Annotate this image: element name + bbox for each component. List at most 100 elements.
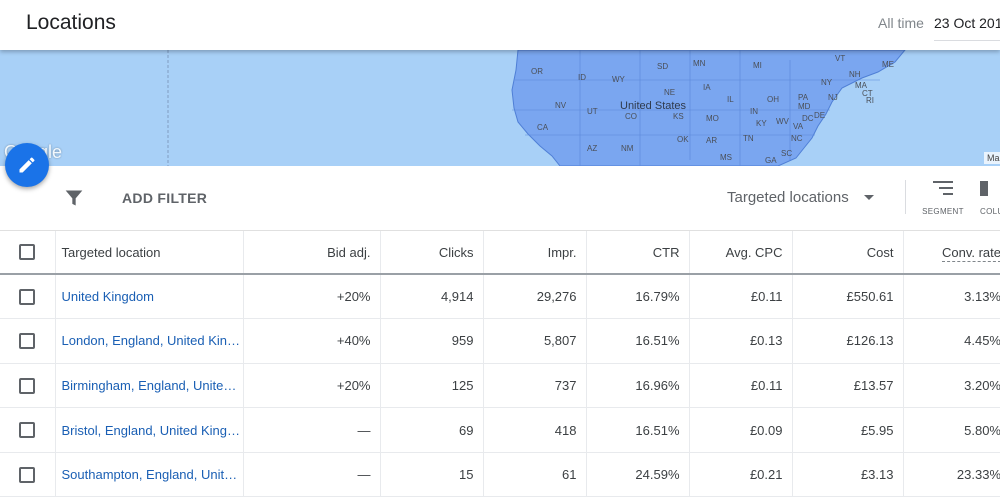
columns-label: COLUMNS xyxy=(980,207,1000,216)
map-state-label: OK xyxy=(677,135,689,144)
map-state-label: SC xyxy=(781,149,792,158)
conv-rate-cell: 3.13% xyxy=(902,274,1000,320)
row-checkbox[interactable] xyxy=(19,333,36,350)
cost-cell: £3.13 xyxy=(791,452,903,498)
impr-cell: 5,807 xyxy=(482,318,586,364)
locations-map[interactable]: OR ID WY SD MI VT MN ME NE IA IL OH PA N… xyxy=(0,50,1000,166)
location-link[interactable]: Bristol, England, United Kingdom xyxy=(54,407,243,453)
bid-adj-cell[interactable]: — xyxy=(242,407,380,453)
row-checkbox[interactable] xyxy=(19,288,36,305)
ctr-cell: 16.79% xyxy=(585,274,689,320)
map-state-label: MD xyxy=(798,102,811,111)
cost-cell: £5.95 xyxy=(791,407,903,453)
avg-cpc-cell: £0.11 xyxy=(688,363,792,409)
map-state-label: SD xyxy=(657,62,668,71)
row-checkbox[interactable] xyxy=(19,422,36,439)
map-state-label: GA xyxy=(765,156,777,165)
map-state-label: WV xyxy=(776,117,790,126)
map-state-label: DE xyxy=(814,111,825,120)
column-header-ctr[interactable]: CTR xyxy=(585,231,689,275)
map-state-label: RI xyxy=(866,96,874,105)
ctr-cell: 16.51% xyxy=(585,318,689,364)
select-all-checkbox[interactable] xyxy=(19,244,36,261)
map-state-label: OR xyxy=(531,67,543,76)
ctr-cell: 16.51% xyxy=(585,407,689,453)
table-row: Southampton, England, United Kingdom — 1… xyxy=(0,452,1000,498)
segment-label: SEGMENT xyxy=(922,207,964,216)
row-select-cell xyxy=(0,274,55,320)
map-state-label: IA xyxy=(703,83,711,92)
map-attribution[interactable]: Map data xyxy=(984,152,1000,164)
location-link[interactable]: United Kingdom xyxy=(54,274,243,320)
map-state-label: CT xyxy=(862,89,873,98)
location-view-select[interactable]: Targeted locations xyxy=(727,189,849,206)
column-header-clicks[interactable]: Clicks xyxy=(379,231,483,275)
column-header-cost[interactable]: Cost xyxy=(791,231,903,275)
location-link[interactable]: Southampton, England, United Kingdom xyxy=(54,452,243,498)
clicks-cell: 15 xyxy=(379,452,483,498)
impr-cell: 29,276 xyxy=(482,274,586,320)
add-filter-button[interactable]: ADD FILTER xyxy=(122,190,208,206)
date-range-label: All time xyxy=(878,15,924,31)
columns-button[interactable]: COLUMNS xyxy=(980,180,1000,216)
map-state-label: DC xyxy=(802,114,814,123)
conv-rate-cell: 4.45% xyxy=(902,318,1000,364)
table-row: Bristol, England, United Kingdom — 69 41… xyxy=(0,407,1000,453)
map-state-label: CO xyxy=(625,112,637,121)
map-state-label: NY xyxy=(821,78,833,87)
map-state-label: OH xyxy=(767,95,779,104)
map-state-label: NC xyxy=(791,134,803,143)
clicks-cell: 69 xyxy=(379,407,483,453)
locations-table: Targeted location Bid adj. Clicks Impr. … xyxy=(0,230,1000,498)
column-header-impr[interactable]: Impr. xyxy=(482,231,586,275)
location-link[interactable]: London, England, United Kingdom xyxy=(54,318,243,364)
conv-rate-cell: 23.33% xyxy=(902,452,1000,498)
impr-cell: 61 xyxy=(482,452,586,498)
row-select-cell xyxy=(0,363,55,409)
segment-icon xyxy=(933,181,953,195)
impr-cell: 418 xyxy=(482,407,586,453)
clicks-cell: 4,914 xyxy=(379,274,483,320)
table-row: London, England, United Kingdom +40% 959… xyxy=(0,318,1000,364)
date-range-picker[interactable]: 23 Oct 2019 xyxy=(934,15,1000,31)
map-country-label: United States xyxy=(620,100,687,112)
column-header-conv-rate[interactable]: Conv. rate xyxy=(902,231,1000,275)
bid-adj-cell[interactable]: +40% xyxy=(242,318,380,364)
map-state-label: MO xyxy=(706,114,719,123)
column-header-bid-adj[interactable]: Bid adj. xyxy=(242,231,380,275)
edit-fab-button[interactable] xyxy=(5,143,49,187)
map-state-label: NJ xyxy=(828,93,838,102)
map-state-label: NE xyxy=(664,88,675,97)
map-state-label: AR xyxy=(706,136,717,145)
filter-funnel-icon[interactable] xyxy=(64,188,84,208)
map-state-label: AZ xyxy=(587,144,597,153)
row-checkbox[interactable] xyxy=(19,377,36,394)
location-link[interactable]: Birmingham, England, United Kingdom xyxy=(54,363,243,409)
map-state-label: MS xyxy=(720,153,732,162)
map-state-label: PA xyxy=(798,93,809,102)
chevron-down-icon[interactable] xyxy=(864,195,874,200)
us-map-svg xyxy=(167,50,906,166)
table-toolbar: ADD FILTER Targeted locations SEGMENT CO… xyxy=(0,166,1000,230)
conv-rate-cell: 5.80% xyxy=(902,407,1000,453)
bid-adj-cell[interactable]: +20% xyxy=(242,274,380,320)
map-state-label: NM xyxy=(621,144,634,153)
conv-rate-cell: 3.20% xyxy=(902,363,1000,409)
table-header-row: Targeted location Bid adj. Clicks Impr. … xyxy=(0,231,1000,275)
bid-adj-cell[interactable]: +20% xyxy=(242,363,380,409)
columns-icon xyxy=(980,181,988,196)
bid-adj-cell[interactable]: — xyxy=(242,452,380,498)
map-state-label: VT xyxy=(835,54,845,63)
segment-button[interactable]: SEGMENT xyxy=(918,180,968,216)
table-row: Birmingham, England, United Kingdom +20%… xyxy=(0,363,1000,409)
column-header-avg-cpc[interactable]: Avg. CPC xyxy=(688,231,792,275)
map-state-label: KS xyxy=(673,112,684,121)
map-state-label: KY xyxy=(756,119,767,128)
column-header-targeted-location[interactable]: Targeted location xyxy=(54,231,243,275)
avg-cpc-cell: £0.21 xyxy=(688,452,792,498)
map-state-label: UT xyxy=(587,107,598,116)
map-state-label: IN xyxy=(750,107,758,116)
cost-cell: £13.57 xyxy=(791,363,903,409)
page-header: Locations All time 23 Oct 2019 xyxy=(0,0,1000,50)
row-checkbox[interactable] xyxy=(19,466,36,483)
